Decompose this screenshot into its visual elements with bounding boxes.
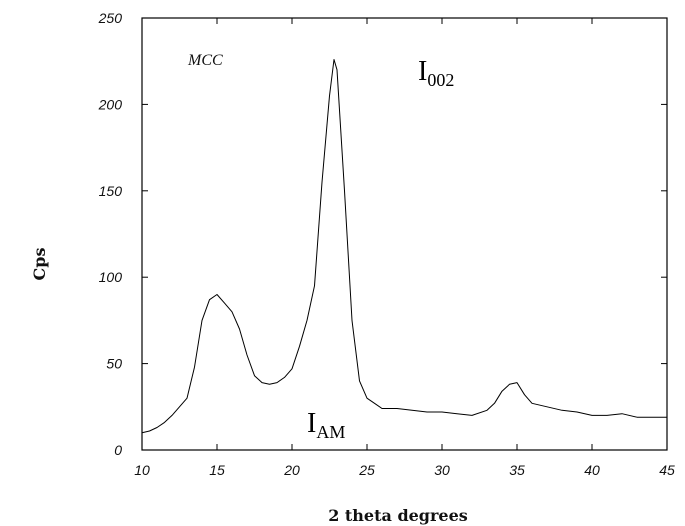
y-tick-label-150: 150 bbox=[99, 183, 123, 199]
plot-frame bbox=[141, 17, 668, 451]
x-axis-title: 2 theta degrees bbox=[328, 506, 468, 525]
y-tick-label-250: 250 bbox=[98, 10, 123, 26]
valley-label-iam: IAM bbox=[307, 408, 345, 442]
y-tick-label-0: 0 bbox=[114, 442, 122, 458]
x-tick-label-40: 40 bbox=[584, 462, 600, 478]
series-label-mcc: MCC bbox=[187, 52, 223, 69]
y-tick-label-100: 100 bbox=[99, 269, 123, 285]
y-tick-label-200: 200 bbox=[98, 96, 123, 112]
y-tick-label-50: 50 bbox=[106, 356, 122, 372]
x-tick-label-25: 25 bbox=[358, 462, 375, 478]
x-tick-label-35: 35 bbox=[509, 462, 525, 478]
series-line-mcc bbox=[141, 59, 667, 434]
x-tick-label-10: 10 bbox=[134, 462, 150, 478]
y-axis-title: Cps bbox=[30, 248, 49, 281]
x-tick-label-30: 30 bbox=[434, 462, 450, 478]
peak-label-i002: I002 bbox=[418, 56, 454, 90]
x-tick-label-45: 45 bbox=[659, 462, 675, 478]
x-tick-label-15: 15 bbox=[209, 462, 225, 478]
x-tick-label-20: 20 bbox=[283, 462, 300, 478]
